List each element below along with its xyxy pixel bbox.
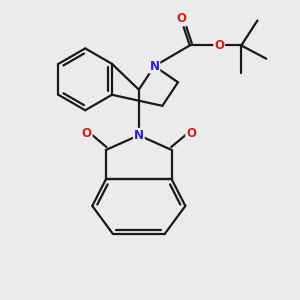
Text: O: O — [214, 39, 224, 52]
Text: N: N — [134, 129, 144, 142]
Text: O: O — [82, 127, 92, 140]
Text: O: O — [186, 127, 196, 140]
Text: N: N — [149, 60, 159, 73]
Text: O: O — [176, 13, 186, 26]
